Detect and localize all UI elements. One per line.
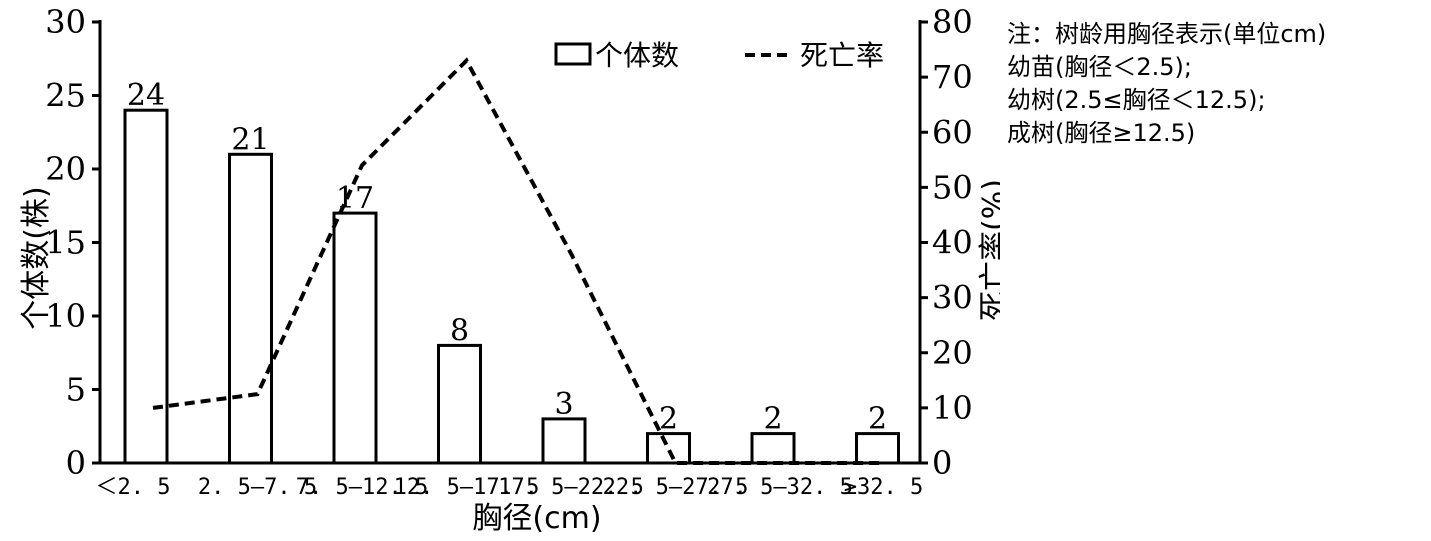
bar: [646, 432, 691, 465]
legend-bar-label: 个体数: [595, 39, 679, 72]
left-tick-label: 15: [45, 224, 86, 262]
right-tick-label: 50: [932, 168, 973, 206]
x-tick-label: 22. 5–27. 5: [603, 475, 749, 500]
legend: 个体数 死亡率: [554, 39, 884, 72]
bar: [228, 152, 273, 465]
right-tick-label: 70: [932, 58, 973, 96]
bar-data-label: 2: [868, 402, 887, 437]
bar: [332, 211, 378, 465]
left-tick-label: 10: [45, 297, 86, 335]
bar-data-label: 24: [127, 78, 165, 113]
note-line: 幼树(2.5≤胸径＜12.5);: [1007, 86, 1266, 114]
bar: [750, 432, 796, 465]
right-tick-label: 40: [932, 224, 973, 262]
left-tick-label: 25: [45, 77, 86, 115]
x-tick-label: 2. 5–7. 5: [198, 475, 317, 500]
right-axis-title: 死亡率(%): [977, 179, 1000, 321]
bar: [855, 432, 900, 465]
note-line: 注：树龄用胸径表示(单位cm): [1007, 20, 1327, 48]
left-tick-label: 5: [66, 371, 86, 409]
right-tick-label: 0: [932, 444, 952, 482]
x-tick-label: ＜2. 5: [96, 475, 171, 500]
legend-line-label: 死亡率: [800, 39, 884, 72]
legend-bar-swatch: [554, 42, 592, 66]
x-tick-label: 17. 5–22. 5: [498, 475, 644, 500]
bar: [541, 417, 587, 465]
left-tick-label: 0: [66, 444, 86, 482]
right-tick-label: 80: [932, 3, 973, 41]
x-tick-label: ≥32. 5: [844, 475, 923, 500]
note-line: 成树(胸径≥12.5): [1007, 119, 1196, 147]
right-tick-label: 60: [932, 113, 973, 151]
left-tick-label: 30: [45, 3, 86, 41]
bar: [437, 343, 482, 465]
x-tick-label: 7. 5–12. 5: [296, 475, 428, 500]
axes-layer: 0 5 10 15 20 25 30 0 10 20 30 40 50 60 70 80 ＜2. 5 2. 5–7…: [19, 3, 1000, 536]
note-line: 幼苗(胸径＜2.5);: [1007, 53, 1192, 81]
bar-data-label: 2: [763, 402, 782, 437]
bar-data-label: 8: [450, 313, 469, 348]
chart-note: 注：树龄用胸径表示(单位cm) 幼苗(胸径＜2.5); 幼树(2.5≤胸径＜12…: [1007, 18, 1326, 150]
bar: [123, 108, 169, 465]
bar-data-label: 21: [231, 122, 269, 157]
bar-data-label: 3: [554, 387, 573, 422]
bar-data-label: 2: [659, 402, 678, 437]
right-tick-label: 10: [932, 389, 973, 427]
right-tick-label: 20: [932, 334, 973, 372]
x-tick-label: 27. 5–32. 5: [707, 475, 853, 500]
left-tick-label: 20: [45, 150, 86, 188]
x-tick-label: 12. 5–17. 5: [394, 475, 540, 500]
x-axis-title: 胸径(cm): [472, 501, 601, 536]
left-axis-title: 个体数(株): [19, 186, 54, 329]
right-tick-label: 30: [932, 279, 973, 317]
